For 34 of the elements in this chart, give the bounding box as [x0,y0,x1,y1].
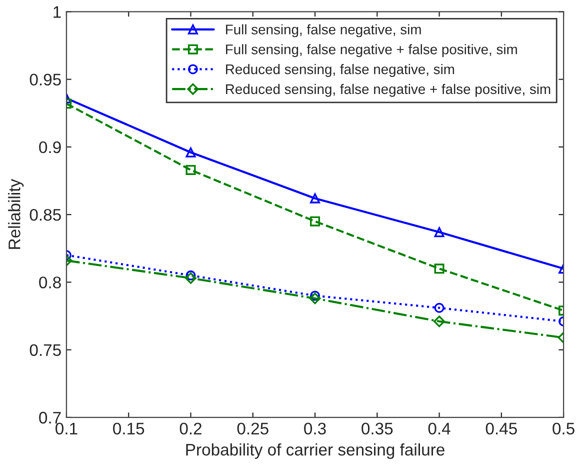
x-tick-label: 0.4 [428,422,450,435]
point [186,147,196,158]
y-tick-label: 0.95 [30,74,61,86]
y-axis-title: Reliability [8,178,24,249]
x-tick-label: 0.35 [362,422,393,435]
y-tick-label: 0.75 [30,344,61,356]
x-tick-label: 0.15 [113,422,144,435]
y-tick-label: 0.9 [39,141,61,154]
y-tick-label: 1 [54,6,61,18]
x-tick-label: 0.2 [180,422,202,435]
x-tick-label: 0.3 [304,422,326,435]
point [310,193,320,204]
y-tick-label: 0.8 [39,276,61,288]
point [434,264,444,274]
point [309,292,321,304]
x-tick-label: 0.25 [237,422,268,435]
legend-label: Reduced sensing, false negative, sim [226,64,454,77]
x-tick-label: 0.5 [552,422,574,435]
legend-label: Full sensing, false negative, sim [226,24,421,38]
point [434,316,446,328]
y-tick-label: 0.85 [30,208,61,221]
legend-label: Reduced sensing, false negative + false positive, sim [226,84,550,97]
point [310,216,320,226]
x-tick-label: 0.1 [56,422,78,435]
x-tick-label: 0.45 [486,422,517,435]
point [434,227,444,238]
point [184,272,196,284]
point [310,290,320,301]
legend-label: Full sensing, false negative + false positive, sim [226,44,517,58]
point [186,164,196,175]
y-tick-label: 0.7 [39,412,61,424]
x-axis-title: Probability of carrier sensing failure [186,443,444,459]
point [434,302,444,313]
point [186,270,196,280]
